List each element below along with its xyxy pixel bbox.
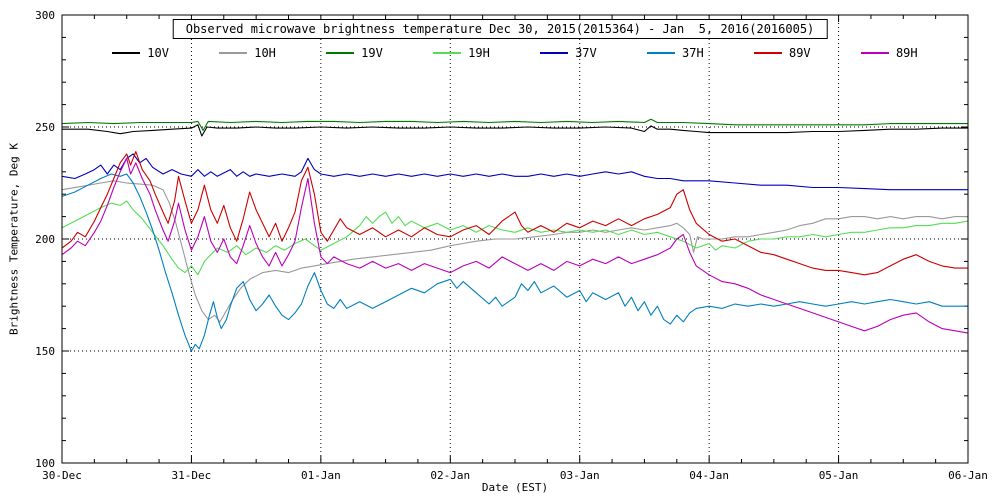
y-axis-label: Brightness Temperature, Deg K [7, 142, 21, 336]
chart-title: Observed microwave brightness temperatur… [172, 19, 828, 39]
y-tick-label: 200 [35, 233, 55, 246]
legend-swatch-19H [433, 52, 462, 54]
x-tick-label: 31-Dec [172, 469, 212, 482]
series-line-89H [61, 157, 969, 334]
legend-item-37V: 37V [540, 46, 597, 60]
series-line-89V [61, 151, 968, 276]
legend-item-37H: 37H [647, 46, 704, 60]
y-tick-label: 300 [35, 9, 55, 22]
legend-label-19V: 19V [361, 46, 383, 60]
legend-label-89V: 89V [788, 46, 811, 60]
legend-item-89H: 89H [860, 46, 918, 60]
x-tick-label: 05-Jan [819, 469, 859, 482]
legend-item-19V: 19V [326, 46, 383, 60]
y-tick-label: 150 [35, 345, 55, 358]
x-tick-label: 30-Dec [42, 469, 82, 482]
legend-label-37H: 37H [682, 46, 704, 60]
x-tick-label: 02-Jan [430, 469, 470, 482]
series-line-19V [61, 118, 968, 131]
legend-swatch-89H [860, 52, 889, 54]
plot-border [61, 14, 969, 464]
series-line-37V [61, 153, 968, 191]
legend-label-10H: 10H [254, 46, 276, 60]
y-tick-label: 250 [35, 121, 55, 134]
legend-item-10V: 10V [112, 46, 169, 60]
legend-item-19H: 19H [433, 46, 490, 60]
legend-swatch-37H [647, 52, 676, 54]
y-tick-label: 100 [35, 457, 55, 470]
x-tick-label: 03-Jan [560, 469, 600, 482]
x-tick-label: 04-Jan [689, 469, 729, 482]
series-line-19H [61, 200, 969, 276]
legend-swatch-10V [112, 52, 141, 54]
x-axis-label: Date (EST) [481, 481, 549, 494]
legend-label-10V: 10V [147, 46, 169, 60]
legend-item-10H: 10H [219, 46, 276, 60]
x-tick-label: 01-Jan [301, 469, 341, 482]
legend-swatch-37V [540, 52, 569, 54]
legend-swatch-10H [219, 52, 248, 54]
legend-label-89H: 89H [895, 46, 918, 60]
legend-label-37V: 37V [575, 46, 597, 60]
x-tick-label: 06-Jan [948, 469, 988, 482]
series-line-10V [62, 124, 968, 137]
series-line-37H [61, 173, 968, 352]
legend-swatch-19V [326, 52, 355, 54]
series-line-10H [61, 180, 968, 323]
legend-swatch-89V [753, 52, 782, 54]
legend-label-19H: 19H [468, 46, 490, 60]
legend: 10V 10H 19V 19H 37V 37H 89V 89H [62, 46, 968, 60]
legend-item-89V: 89V [753, 46, 811, 60]
